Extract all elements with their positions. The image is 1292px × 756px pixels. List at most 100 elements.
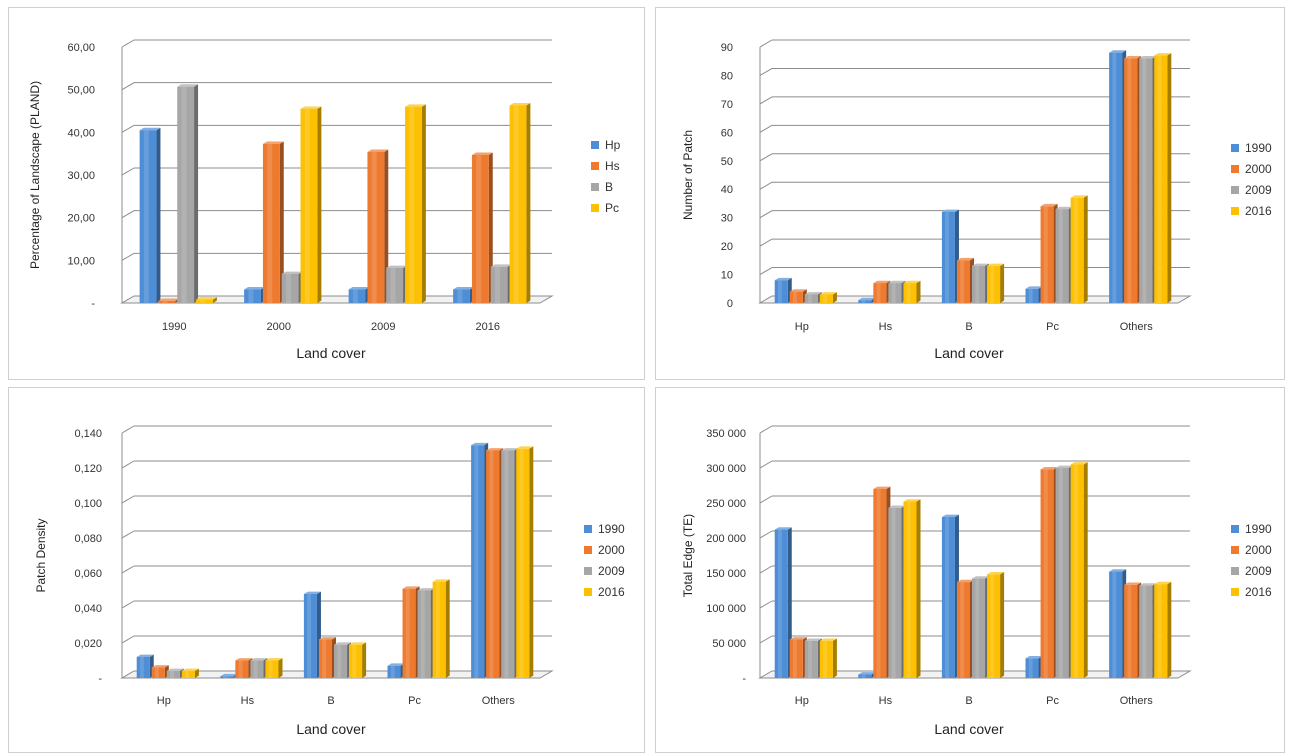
- bar-highlight: [891, 283, 896, 303]
- gridline-diag: [121, 252, 135, 261]
- bar-highlight: [808, 640, 812, 678]
- gridline-diag: [759, 181, 773, 190]
- y-tick-label: 40: [721, 184, 733, 196]
- legend-label-2016: 2016: [1245, 204, 1272, 218]
- bar-side: [529, 446, 534, 678]
- bar-side: [1083, 462, 1088, 678]
- y-tick-label: 40,00: [67, 127, 95, 139]
- bar-2016-others: [516, 446, 534, 678]
- bar-1990-others: [471, 442, 489, 678]
- bar-2009-others: [501, 448, 519, 678]
- y-tick-label: 10,00: [67, 255, 95, 267]
- bar-2016-b: [349, 642, 367, 678]
- y-tick-label: 20: [721, 241, 733, 253]
- bar-hs-2009: [367, 149, 389, 303]
- gridline-diag: [759, 495, 773, 504]
- gridline-diag: [759, 124, 773, 133]
- bar-side: [1167, 581, 1172, 678]
- bar-highlight: [975, 266, 980, 303]
- x-tick-label: Others: [1120, 321, 1154, 333]
- bar-top: [490, 264, 512, 267]
- bar-top: [265, 658, 283, 661]
- bar-highlight: [268, 660, 273, 678]
- x-tick-label: Hp: [795, 695, 809, 707]
- bar-hp-2016: [453, 286, 474, 303]
- bar-2009-b: [972, 576, 990, 678]
- bar-top: [334, 642, 352, 645]
- bar-2016-pc: [432, 579, 450, 678]
- bar-top: [235, 658, 253, 661]
- bar-side: [317, 106, 322, 303]
- legend-label-2016: 2016: [598, 585, 625, 599]
- x-axis-title: Land cover: [934, 345, 1004, 361]
- bar-2009-b: [972, 263, 990, 303]
- bar-highlight: [238, 660, 243, 678]
- bar-top: [903, 499, 921, 502]
- y-tick-label: 100 000: [706, 603, 746, 615]
- bar-highlight: [975, 578, 980, 678]
- gridline-diag: [121, 425, 135, 434]
- bar-highlight: [1058, 468, 1063, 678]
- bar-2000-others: [1124, 55, 1142, 303]
- bar-highlight: [162, 300, 168, 303]
- bar-highlight: [494, 266, 500, 303]
- bar-top: [1124, 582, 1142, 585]
- bar-highlight: [504, 450, 509, 678]
- bar-top: [262, 141, 284, 144]
- bar-top: [250, 658, 268, 661]
- bar-2016-pc: [1070, 195, 1088, 303]
- gridline-diag: [759, 530, 773, 539]
- bar-2000-hs: [235, 658, 253, 678]
- y-tick-label: 0,040: [74, 603, 102, 615]
- bar-top: [1040, 467, 1058, 470]
- bar-top: [367, 149, 389, 152]
- chart-panel-pland: - 10,00 20,00 30,00 40,00 50,00 60,00 1990 2000 2…: [8, 7, 645, 380]
- bar-hs-2000: [262, 141, 284, 303]
- bar-highlight: [793, 291, 797, 303]
- bar-hs-2016: [471, 152, 493, 303]
- bar-highlight: [409, 106, 415, 303]
- bar-hp-2009: [348, 286, 370, 303]
- y-tick-label: 20,00: [67, 213, 95, 225]
- bar-highlight: [1142, 58, 1147, 303]
- gridline-diag: [759, 68, 773, 76]
- bar-1990-b: [303, 591, 321, 678]
- x-tick-label: B: [965, 321, 972, 333]
- x-tick-label: Hs: [879, 695, 893, 707]
- bar-highlight: [390, 268, 396, 303]
- x-tick-label: Pc: [408, 695, 421, 707]
- bar-top: [1154, 581, 1172, 585]
- bar-top: [417, 588, 435, 591]
- bar-2000-hp: [789, 637, 807, 678]
- bar-top: [972, 576, 990, 579]
- x-tick-label: Pc: [1046, 321, 1059, 333]
- bar-1990-hs: [858, 672, 876, 678]
- bar-2009-others: [1139, 55, 1157, 303]
- x-tick-label: 1990: [162, 321, 186, 333]
- gridline-diag: [121, 124, 135, 133]
- bar-top: [1109, 569, 1127, 572]
- bar-highlight: [223, 676, 228, 678]
- bar-top: [873, 280, 891, 284]
- bar-highlight: [876, 283, 881, 303]
- gridline-diag: [121, 635, 135, 644]
- legend-swatch-1990: [584, 525, 592, 533]
- bar-highlight: [200, 299, 206, 303]
- bar-highlight: [1043, 206, 1048, 303]
- bar-top: [1139, 55, 1157, 59]
- bar-highlight: [181, 86, 187, 304]
- bar-highlight: [990, 266, 995, 303]
- bar-2000-hs: [873, 486, 891, 678]
- y-tick-label: -: [742, 673, 746, 685]
- bar-2016-hs: [903, 499, 921, 678]
- y-tick-label: 300 000: [706, 463, 746, 475]
- bar-highlight: [1043, 469, 1048, 678]
- bar-top: [471, 442, 489, 446]
- bar-top: [1055, 465, 1073, 468]
- bar-highlight: [777, 280, 782, 303]
- legend-swatch-2000: [584, 546, 592, 554]
- y-tick-label: 0,020: [74, 638, 102, 650]
- bar-2000-hs: [873, 280, 891, 303]
- bar-top: [486, 448, 504, 451]
- y-tick-label: 60: [721, 127, 733, 139]
